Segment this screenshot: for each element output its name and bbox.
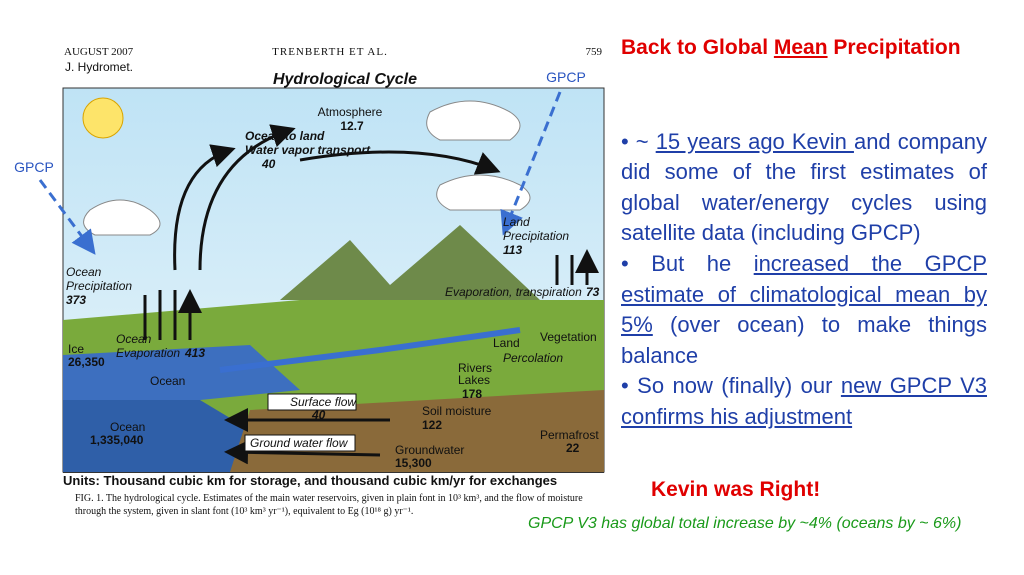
diagram-label: 73 xyxy=(586,285,600,299)
page-number: 759 xyxy=(586,46,603,58)
diagram-label: Lakes xyxy=(458,373,490,387)
text: and company did some of the first estima… xyxy=(621,128,987,246)
authors: TRENBERTH ET AL. xyxy=(272,46,388,58)
label-box xyxy=(244,434,356,452)
conclusion: Kevin was Right! xyxy=(651,478,821,501)
text: (over ocean) to make things balance xyxy=(621,312,987,368)
diagram-label: 178 xyxy=(462,387,482,401)
journal: J. Hydromet. xyxy=(65,60,133,74)
diagram-label: Ocean to land xyxy=(245,129,325,143)
text: • So now (finally) our xyxy=(621,373,841,399)
diagram-label: Precipitation xyxy=(66,279,132,293)
diagram-label: Evaporation, transpiration xyxy=(445,285,582,299)
diagram-label: 22 xyxy=(566,441,580,455)
diagram-label: Groundwater xyxy=(395,443,464,457)
note: GPCP V3 has global total increase by ~4%… xyxy=(528,515,962,532)
diagram-label: 1,335,040 xyxy=(90,433,144,447)
bullet: • So now (finally) our new GPCP V3 confi… xyxy=(621,371,987,432)
diagram-label: 26,350 xyxy=(68,355,105,369)
diagram-label: Ocean xyxy=(110,420,145,434)
diagram-label: 40 xyxy=(261,157,276,171)
cloud xyxy=(436,174,531,211)
text: • But he xyxy=(621,250,754,276)
arrow xyxy=(143,290,190,340)
slide-title: Back to Global Mean Precipitation xyxy=(621,36,961,60)
mountains xyxy=(280,225,540,300)
label-box xyxy=(267,393,357,411)
diagram-label: Land xyxy=(493,336,520,350)
diagram-label: 40 xyxy=(311,408,326,422)
diagram-label: Ocean xyxy=(66,265,102,279)
diagram-label: 113 xyxy=(503,243,522,257)
link-text: Mean xyxy=(773,36,828,59)
text: • ~ xyxy=(621,128,656,154)
link-text: new GPCP V3 confirms his adjustment xyxy=(621,373,987,429)
diagram-label: Soil moisture xyxy=(422,404,492,418)
arrow xyxy=(299,150,501,175)
units: Units: Thousand cubic km for storage, an… xyxy=(63,473,557,488)
diagram-label: 413 xyxy=(184,346,205,360)
diagram-label: Water vapor transport xyxy=(245,143,371,157)
journal-date: AUGUST 2007 xyxy=(64,46,134,58)
caption: through the system, given in slant font … xyxy=(75,506,413,517)
diagram-label: Atmosphere xyxy=(318,105,383,119)
gpcp-arrow xyxy=(38,179,96,255)
diagram-label: Ocean xyxy=(116,332,152,346)
diagram-label: 373 xyxy=(66,293,86,307)
diagram-label: 122 xyxy=(422,418,442,432)
text: Precipitation xyxy=(827,36,961,59)
ocean-deep xyxy=(63,400,250,472)
rule xyxy=(63,472,604,473)
diagram-label: 15,300 xyxy=(395,456,432,470)
diagram-label: Percolation xyxy=(503,351,563,365)
bullet-list: • ~ 15 years ago Kevin and company did s… xyxy=(621,96,987,433)
diagram-label: Land xyxy=(503,215,530,229)
diagram-label: Rivers xyxy=(458,361,492,375)
arrow xyxy=(198,124,296,271)
diagram-label: Ocean xyxy=(150,374,185,388)
diagram-label: Ice xyxy=(68,342,84,356)
arrow xyxy=(224,440,381,465)
ocean-surface xyxy=(63,345,300,400)
diagram-label: Surface flow xyxy=(290,395,357,409)
arrow xyxy=(173,144,236,271)
bullet: • ~ 15 years ago Kevin and company did s… xyxy=(621,127,987,249)
bullet: • But he increased the GPCP estimate of … xyxy=(621,249,987,371)
gpcp-label: GPCP xyxy=(14,159,54,175)
figure-title: Hydrological Cycle xyxy=(273,71,417,88)
diagram-label: Ground water flow xyxy=(250,436,349,450)
cloud xyxy=(426,100,521,141)
diagram-label: Vegetation xyxy=(540,330,597,344)
diagram-label: 12.7 xyxy=(340,119,364,133)
link-text: 15 years ago Kevin xyxy=(655,128,854,154)
diagram-label: Evaporation xyxy=(116,346,180,360)
caption: FIG. 1. The hydrological cycle. Estimate… xyxy=(75,493,583,504)
link-text: increased the GPCP estimate of climatolo… xyxy=(621,250,988,338)
diagram-label: Permafrost xyxy=(540,428,599,442)
text: Back to Global xyxy=(621,36,774,59)
arrow xyxy=(555,255,587,285)
river xyxy=(219,327,521,373)
gpcp-arrow xyxy=(500,91,562,236)
gpcp-label: GPCP xyxy=(546,69,586,85)
figure: AUGUST 2007 TRENBERTH ET AL. 759 J. Hydr… xyxy=(14,46,612,517)
sun xyxy=(82,97,124,139)
diagram-label: Precipitation xyxy=(503,229,569,243)
cloud xyxy=(83,199,161,236)
